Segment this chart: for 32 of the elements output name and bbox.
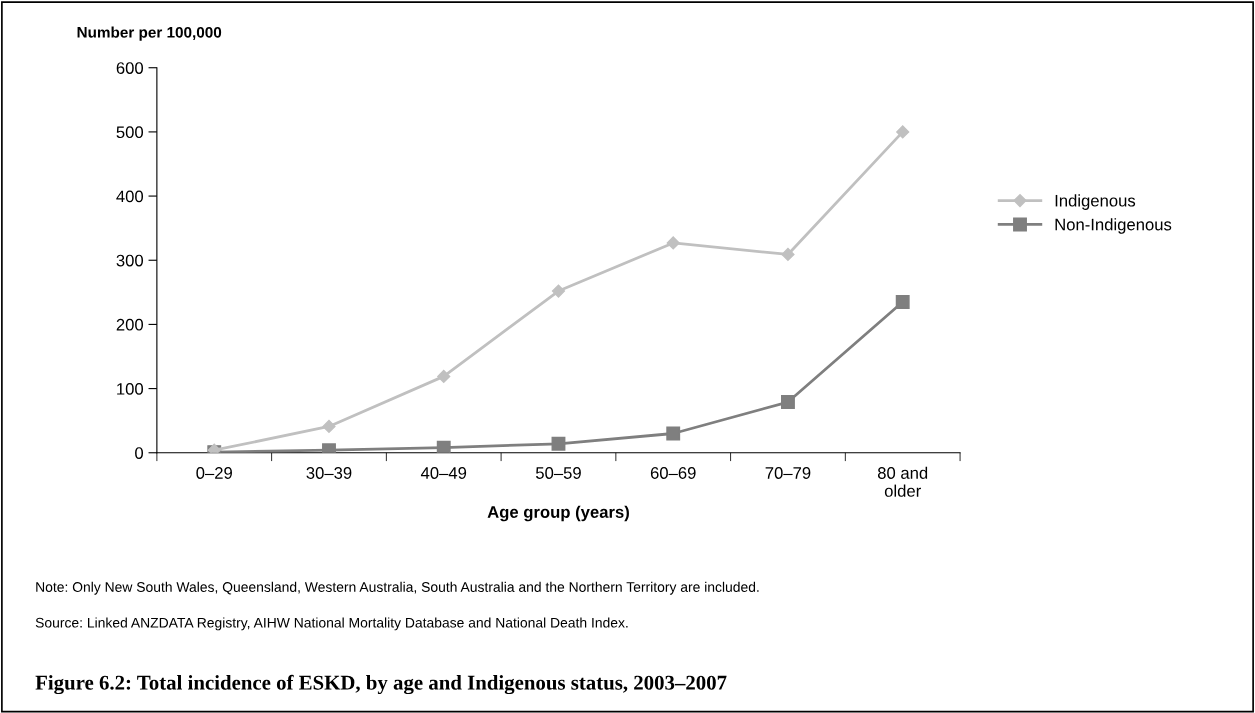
x-tick-label: 80 and older <box>877 466 928 497</box>
y-tick-label: 500 <box>116 126 144 139</box>
y-tick-label: 400 <box>116 190 144 203</box>
point <box>781 395 795 410</box>
x-tick-label: 30–39 <box>306 467 352 479</box>
x-tick-label: 70–79 <box>765 467 811 479</box>
x-axis-title: Age group (years) <box>487 505 629 522</box>
legend-label: Indigenous <box>1055 194 1136 210</box>
point <box>895 295 910 309</box>
point <box>666 426 681 441</box>
legend-label: Non-Indigenous <box>1055 218 1172 234</box>
point <box>436 440 451 453</box>
y-axis-title: Number per 100,000 <box>77 26 222 41</box>
x-tick-label: 60–69 <box>650 467 696 479</box>
point <box>437 369 451 383</box>
y-tick-label: 200 <box>116 318 144 331</box>
point <box>322 419 336 434</box>
text: Note: Only New South Wales, Queensland, Western Australia, South Australia and the Northern Territory are included. <box>36 581 759 595</box>
source-note: Source: Linked ANZDATA Registry, AIHW National Mortality Database and National Death Index. <box>35 617 628 631</box>
y-tick-label: 0 <box>135 447 144 459</box>
point <box>666 236 680 250</box>
y-tick-label: 100 <box>117 382 144 395</box>
text: Figure 6.2: Total incidence of ESKD, by age and Indigenous status, 2003–2007 <box>35 674 727 695</box>
point <box>896 125 910 139</box>
y-tick-label: 300 <box>116 254 144 267</box>
x-tick-label: 50–59 <box>535 467 581 479</box>
point <box>551 436 566 451</box>
x-tick-label: 40–49 <box>420 467 467 479</box>
y-tick-label: 600 <box>116 62 144 74</box>
point <box>781 247 795 262</box>
point <box>551 284 566 298</box>
x-tick-label: 0–29 <box>196 467 232 479</box>
